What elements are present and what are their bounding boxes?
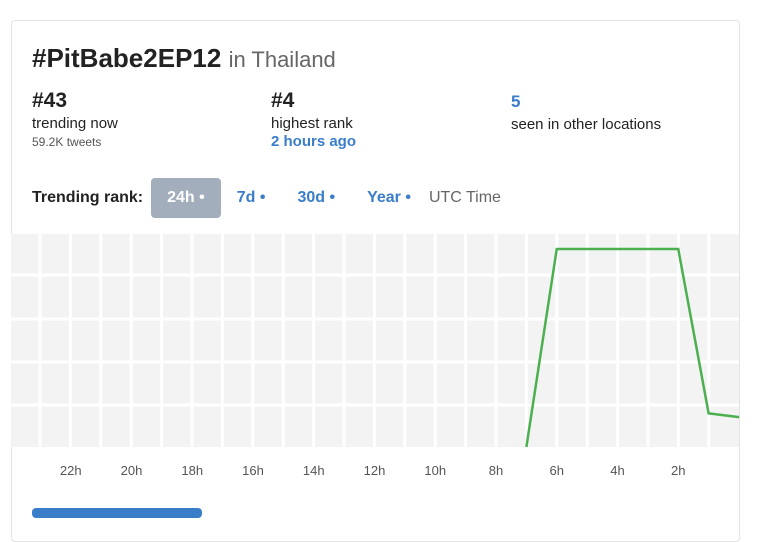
tabs-label: Trending rank: (32, 189, 144, 206)
x-tick-label: 2h (671, 463, 685, 478)
tab[interactable]: 30d • (297, 189, 336, 206)
timezone[interactable]: UTC Time (428, 189, 501, 206)
stat-value[interactable]: 5 (511, 92, 521, 111)
stat-sub: 59.2K tweets (32, 135, 102, 149)
x-tick-label: 12h (364, 463, 386, 478)
location: in Thailand (228, 47, 336, 72)
chart: 22h 20h 18h 16h 14h 12h 10h 8h 6h 4h 2h (10, 234, 740, 478)
button[interactable] (32, 508, 202, 518)
x-tick-label: 6h (550, 463, 564, 478)
stat-sub: 2 hours ago (271, 133, 357, 150)
stat-label: highest rank (271, 115, 353, 132)
stat-label: trending now (32, 115, 118, 132)
x-tick-label: 22h (60, 463, 82, 478)
tab[interactable]: Year • (367, 189, 411, 206)
stat: 5 seen in other locations (511, 89, 661, 133)
stat-value: #43 (32, 89, 68, 112)
stat: #43 trending now 59.2K tweets (32, 89, 118, 149)
x-tick-label: 10h (424, 463, 446, 478)
page: #PitBabe2EP12 in Thailand #43 trending n… (10, 20, 740, 542)
stat-value: #4 (271, 89, 295, 112)
hashtag: #PitBabe2EP12 (32, 43, 222, 73)
tab[interactable]: 7d • (236, 189, 266, 206)
tabs: Trending rank: 24h • 7d • 30d • Year • U… (32, 178, 501, 218)
stat: #4 highest rank 2 hours ago (271, 89, 356, 150)
trend-title: #PitBabe2EP12 in Thailand (32, 43, 336, 74)
x-tick-label: 14h (303, 463, 325, 478)
tab[interactable]: 24h • (151, 178, 221, 218)
x-tick-label: 16h (242, 463, 264, 478)
trend-line (525, 247, 740, 448)
x-tick-label: 8h (489, 463, 503, 478)
x-tick-label: 18h (181, 463, 203, 478)
x-tick-label: 20h (121, 463, 143, 478)
stat-label: seen in other locations (511, 116, 662, 133)
x-tick-label: 4h (610, 463, 624, 478)
